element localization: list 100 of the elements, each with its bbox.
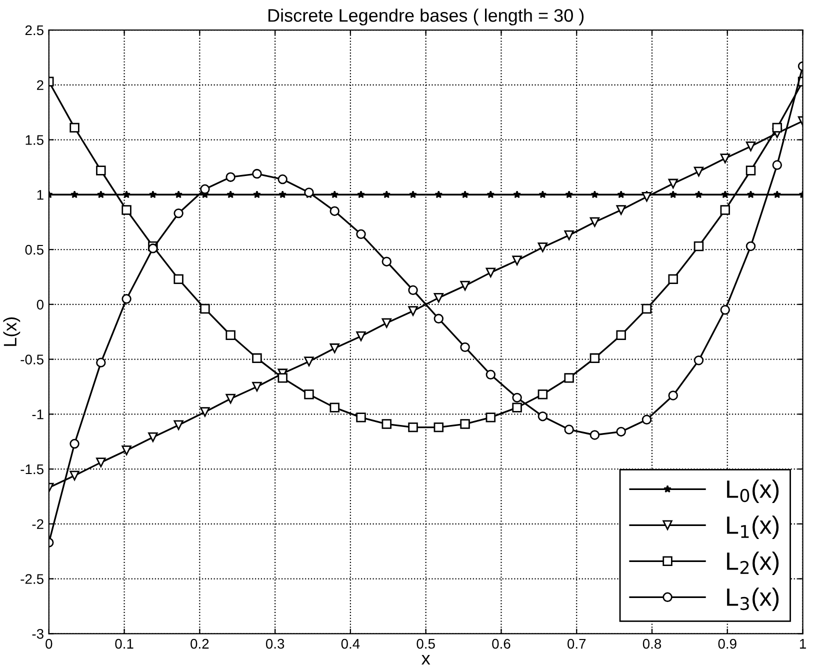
point xyxy=(512,256,522,266)
x-tick-label: 0.6 xyxy=(492,638,510,649)
legend-label: L$_{0}$(x) xyxy=(727,480,779,503)
y-tick-label: -2.5 xyxy=(20,574,44,584)
point xyxy=(122,190,131,198)
point xyxy=(746,241,756,252)
point xyxy=(486,412,496,422)
point xyxy=(226,330,236,340)
point xyxy=(252,168,262,179)
point xyxy=(538,390,548,400)
point xyxy=(408,285,418,295)
point xyxy=(278,373,288,383)
point xyxy=(304,390,314,400)
point xyxy=(330,343,340,354)
y-tick-label: 2 xyxy=(37,80,44,90)
point xyxy=(174,208,184,218)
y-tick-label: 2.5 xyxy=(25,25,44,36)
point xyxy=(513,190,522,198)
point xyxy=(148,244,158,254)
point xyxy=(174,190,183,198)
point xyxy=(409,190,418,198)
point xyxy=(772,122,782,133)
point xyxy=(668,390,678,400)
point xyxy=(356,412,366,422)
point xyxy=(486,370,496,380)
point xyxy=(565,190,574,198)
point xyxy=(538,190,547,198)
legend-label: L$_{3}$(x) xyxy=(727,588,779,611)
point xyxy=(538,242,548,252)
point xyxy=(434,422,444,432)
point xyxy=(70,470,80,480)
y-tick-label: 1.5 xyxy=(26,135,44,145)
x-tick-label: 1 xyxy=(800,639,806,649)
y-axis-title: L(x) xyxy=(3,317,20,346)
point xyxy=(200,304,210,314)
point xyxy=(642,192,652,202)
point xyxy=(590,430,600,440)
point xyxy=(330,190,339,198)
point xyxy=(330,206,340,216)
x-tick-label: 0.1 xyxy=(115,638,134,649)
point xyxy=(617,190,626,198)
point xyxy=(278,174,288,184)
point xyxy=(174,274,184,284)
point xyxy=(668,178,678,189)
x-tick-label: 0.4 xyxy=(341,638,360,649)
y-tick-label: -2 xyxy=(32,519,44,529)
legend-label: L$_{2}$(x) xyxy=(727,552,779,575)
point xyxy=(226,190,235,198)
x-tick-label: 0.2 xyxy=(190,638,209,649)
point xyxy=(512,402,522,412)
point xyxy=(642,414,652,424)
point xyxy=(96,190,105,198)
point xyxy=(252,353,262,364)
point xyxy=(70,438,80,449)
point xyxy=(70,190,79,198)
point xyxy=(512,392,522,403)
point xyxy=(382,190,391,198)
x-tick-label: 0.3 xyxy=(266,638,284,649)
point xyxy=(746,166,756,176)
point xyxy=(174,420,184,430)
point xyxy=(668,274,678,284)
x-tick-label: 0.5 xyxy=(416,638,435,649)
y-tick-label: -1 xyxy=(32,410,44,420)
point xyxy=(486,190,495,198)
point xyxy=(356,331,366,342)
point xyxy=(304,188,314,198)
y-tick-label: -3 xyxy=(32,628,44,639)
point xyxy=(538,411,548,422)
y-tick-label: -1.5 xyxy=(20,464,44,474)
point xyxy=(304,356,314,366)
point xyxy=(564,230,574,240)
point xyxy=(590,353,600,364)
point xyxy=(564,424,574,434)
point xyxy=(460,280,470,291)
point xyxy=(226,172,236,182)
legend-label: L$_{1}$(x) xyxy=(727,516,779,539)
point xyxy=(694,166,704,176)
point xyxy=(122,205,132,215)
point xyxy=(434,190,443,198)
point xyxy=(694,190,703,198)
point xyxy=(694,241,704,252)
point xyxy=(642,304,652,314)
point xyxy=(461,190,470,198)
point xyxy=(720,154,730,164)
point xyxy=(148,432,158,442)
point xyxy=(70,122,80,133)
point xyxy=(616,426,626,437)
point xyxy=(252,190,261,198)
point xyxy=(590,190,599,198)
point xyxy=(746,141,756,152)
point xyxy=(460,342,470,352)
point xyxy=(122,446,132,456)
point xyxy=(96,358,106,368)
x-tick-label: 0.9 xyxy=(718,638,736,649)
point xyxy=(720,205,730,215)
point xyxy=(148,190,157,198)
x-tick-label: 0 xyxy=(46,638,52,649)
point xyxy=(669,190,678,198)
point xyxy=(200,407,210,417)
point xyxy=(408,306,418,316)
